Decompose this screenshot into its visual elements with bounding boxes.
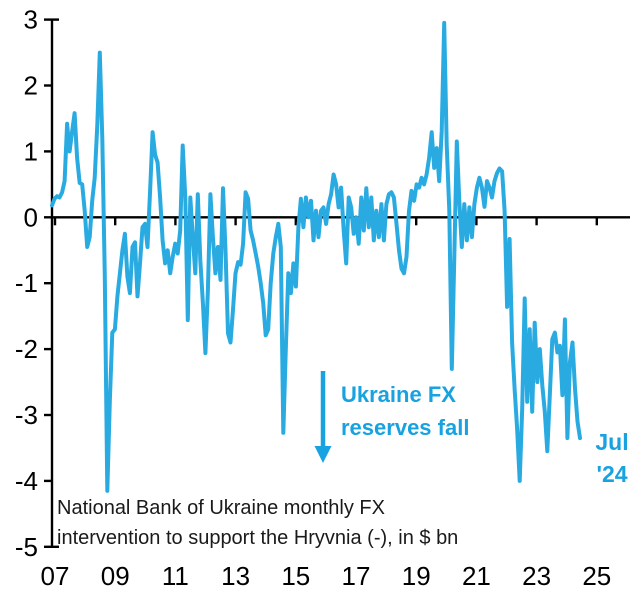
y-axis-tick-label: 3 bbox=[24, 5, 38, 35]
x-axis-tick-label: 09 bbox=[101, 561, 130, 591]
reserves-fall-label-line1: Ukraine FX bbox=[341, 382, 456, 407]
x-axis-tick-label: 19 bbox=[402, 561, 431, 591]
arrow-head bbox=[314, 446, 332, 463]
x-axis-tick-label: 15 bbox=[281, 561, 310, 591]
y-axis-tick-label: 1 bbox=[24, 136, 38, 166]
x-axis-tick-label: 23 bbox=[522, 561, 551, 591]
y-axis-tick-label: 2 bbox=[24, 71, 38, 101]
series-end-month: Jul bbox=[595, 429, 629, 455]
series-end-year: '24 bbox=[596, 461, 628, 487]
source-note-line2: intervention to support the Hryvnia (-),… bbox=[57, 527, 459, 549]
x-axis-tick-label: 17 bbox=[342, 561, 371, 591]
y-axis-tick-label: -4 bbox=[15, 466, 38, 496]
x-axis-tick-label: 11 bbox=[162, 561, 189, 591]
x-axis-tick-label: 21 bbox=[462, 561, 491, 591]
y-axis-tick-label: -5 bbox=[15, 532, 38, 562]
x-axis-tick-label: 07 bbox=[41, 561, 70, 591]
series-end-date-label: Jul '24 bbox=[588, 426, 636, 490]
fx-intervention-series bbox=[50, 20, 582, 493]
y-axis-tick-label: -2 bbox=[15, 334, 38, 364]
y-axis-tick-label: 0 bbox=[24, 202, 38, 232]
y-axis: 3 2 1 0 -1 -2 -3 -4 -5 bbox=[15, 5, 59, 562]
source-note-line1: National Bank of Ukraine monthly FX bbox=[57, 497, 385, 519]
x-axis-tick-label: 13 bbox=[221, 561, 250, 591]
arrow-down-icon bbox=[314, 371, 332, 463]
y-axis-tick-label: -1 bbox=[15, 268, 38, 298]
x-axis-tick-label: 25 bbox=[582, 561, 611, 591]
y-axis-tick-label: -3 bbox=[15, 400, 38, 430]
reserves-fall-label-line2: reserves fall bbox=[341, 415, 470, 440]
data-line bbox=[50, 20, 582, 493]
